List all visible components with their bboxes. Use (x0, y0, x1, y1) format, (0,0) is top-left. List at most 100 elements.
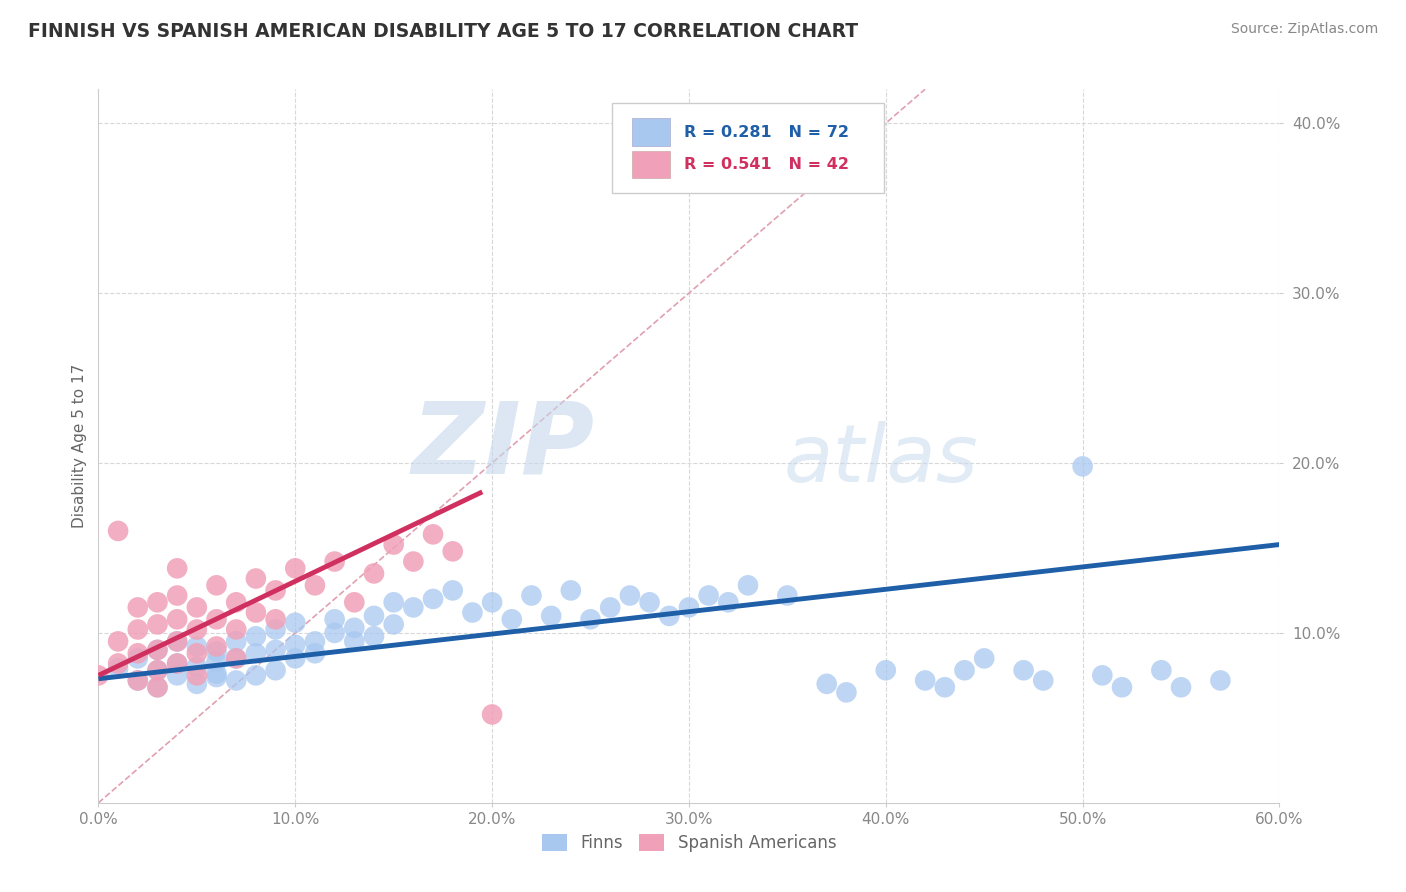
Point (461, 606, 484, 620)
Point (343, 621, 366, 635)
Point (166, 634, 188, 648)
Point (166, 657, 188, 671)
Point (127, 651, 149, 665)
Point (323, 612, 346, 626)
Point (107, 657, 129, 671)
Point (166, 668, 188, 682)
Point (245, 646, 267, 660)
Point (1091, 668, 1114, 682)
Point (540, 608, 562, 623)
Point (166, 657, 188, 671)
Point (422, 527, 444, 541)
Point (205, 655, 228, 669)
Point (304, 646, 326, 660)
Text: ZIP: ZIP (412, 398, 595, 494)
Point (323, 626, 346, 640)
Point (815, 677, 838, 691)
Point (264, 663, 287, 677)
Point (146, 595, 169, 609)
Text: R = 0.541   N = 42: R = 0.541 N = 42 (685, 157, 849, 171)
Point (146, 643, 169, 657)
Point (146, 680, 169, 694)
Point (186, 623, 208, 637)
Point (934, 680, 956, 694)
Point (225, 673, 247, 688)
Point (560, 583, 582, 598)
Point (697, 589, 720, 603)
Point (146, 663, 169, 677)
Point (717, 595, 740, 609)
Point (225, 634, 247, 648)
Point (599, 600, 621, 615)
Point (343, 595, 366, 609)
Point (382, 595, 405, 609)
Point (481, 595, 503, 609)
Point (146, 617, 169, 632)
Point (245, 572, 267, 586)
Point (363, 566, 385, 581)
Point (875, 663, 897, 677)
Point (441, 583, 464, 598)
Point (107, 634, 129, 648)
Point (87, 668, 110, 682)
Point (205, 578, 228, 592)
Point (284, 651, 307, 665)
Point (205, 612, 228, 626)
Point (1071, 459, 1094, 474)
Y-axis label: Disability Age 5 to 17: Disability Age 5 to 17 (72, 364, 87, 528)
Point (225, 623, 247, 637)
Point (953, 663, 976, 677)
Point (245, 606, 267, 620)
Point (304, 634, 326, 648)
Point (205, 666, 228, 681)
Bar (633, 151, 671, 178)
Point (776, 589, 799, 603)
Point (107, 524, 129, 538)
Point (127, 646, 149, 660)
Point (166, 589, 188, 603)
Point (1032, 673, 1054, 688)
Point (186, 646, 208, 660)
Point (245, 629, 267, 643)
Point (127, 600, 149, 615)
Point (343, 634, 366, 648)
Point (225, 651, 247, 665)
Point (284, 615, 307, 630)
Point (363, 629, 385, 643)
Point (186, 660, 208, 674)
Point (146, 643, 169, 657)
Text: atlas: atlas (783, 421, 979, 500)
Point (914, 673, 936, 688)
Point (1111, 680, 1133, 694)
Point (127, 673, 149, 688)
Point (422, 591, 444, 606)
Text: Source: ZipAtlas.com: Source: ZipAtlas.com (1230, 22, 1378, 37)
Point (205, 640, 228, 654)
Point (166, 634, 188, 648)
Point (166, 561, 188, 575)
Point (225, 651, 247, 665)
Point (166, 612, 188, 626)
Point (186, 677, 208, 691)
Point (284, 561, 307, 575)
FancyBboxPatch shape (612, 103, 884, 193)
Point (638, 595, 661, 609)
Point (678, 600, 700, 615)
Point (619, 589, 641, 603)
Point (973, 651, 995, 665)
Point (264, 583, 287, 598)
Point (264, 623, 287, 637)
Text: R = 0.281   N = 72: R = 0.281 N = 72 (685, 125, 849, 139)
Point (205, 670, 228, 684)
Point (835, 685, 858, 699)
Point (737, 578, 759, 592)
Point (205, 644, 228, 658)
Legend: Finns, Spanish Americans: Finns, Spanish Americans (534, 827, 844, 859)
Point (186, 600, 208, 615)
Point (658, 608, 681, 623)
Point (284, 638, 307, 652)
Point (245, 668, 267, 682)
Point (146, 680, 169, 694)
Point (402, 600, 425, 615)
Point (146, 663, 169, 677)
